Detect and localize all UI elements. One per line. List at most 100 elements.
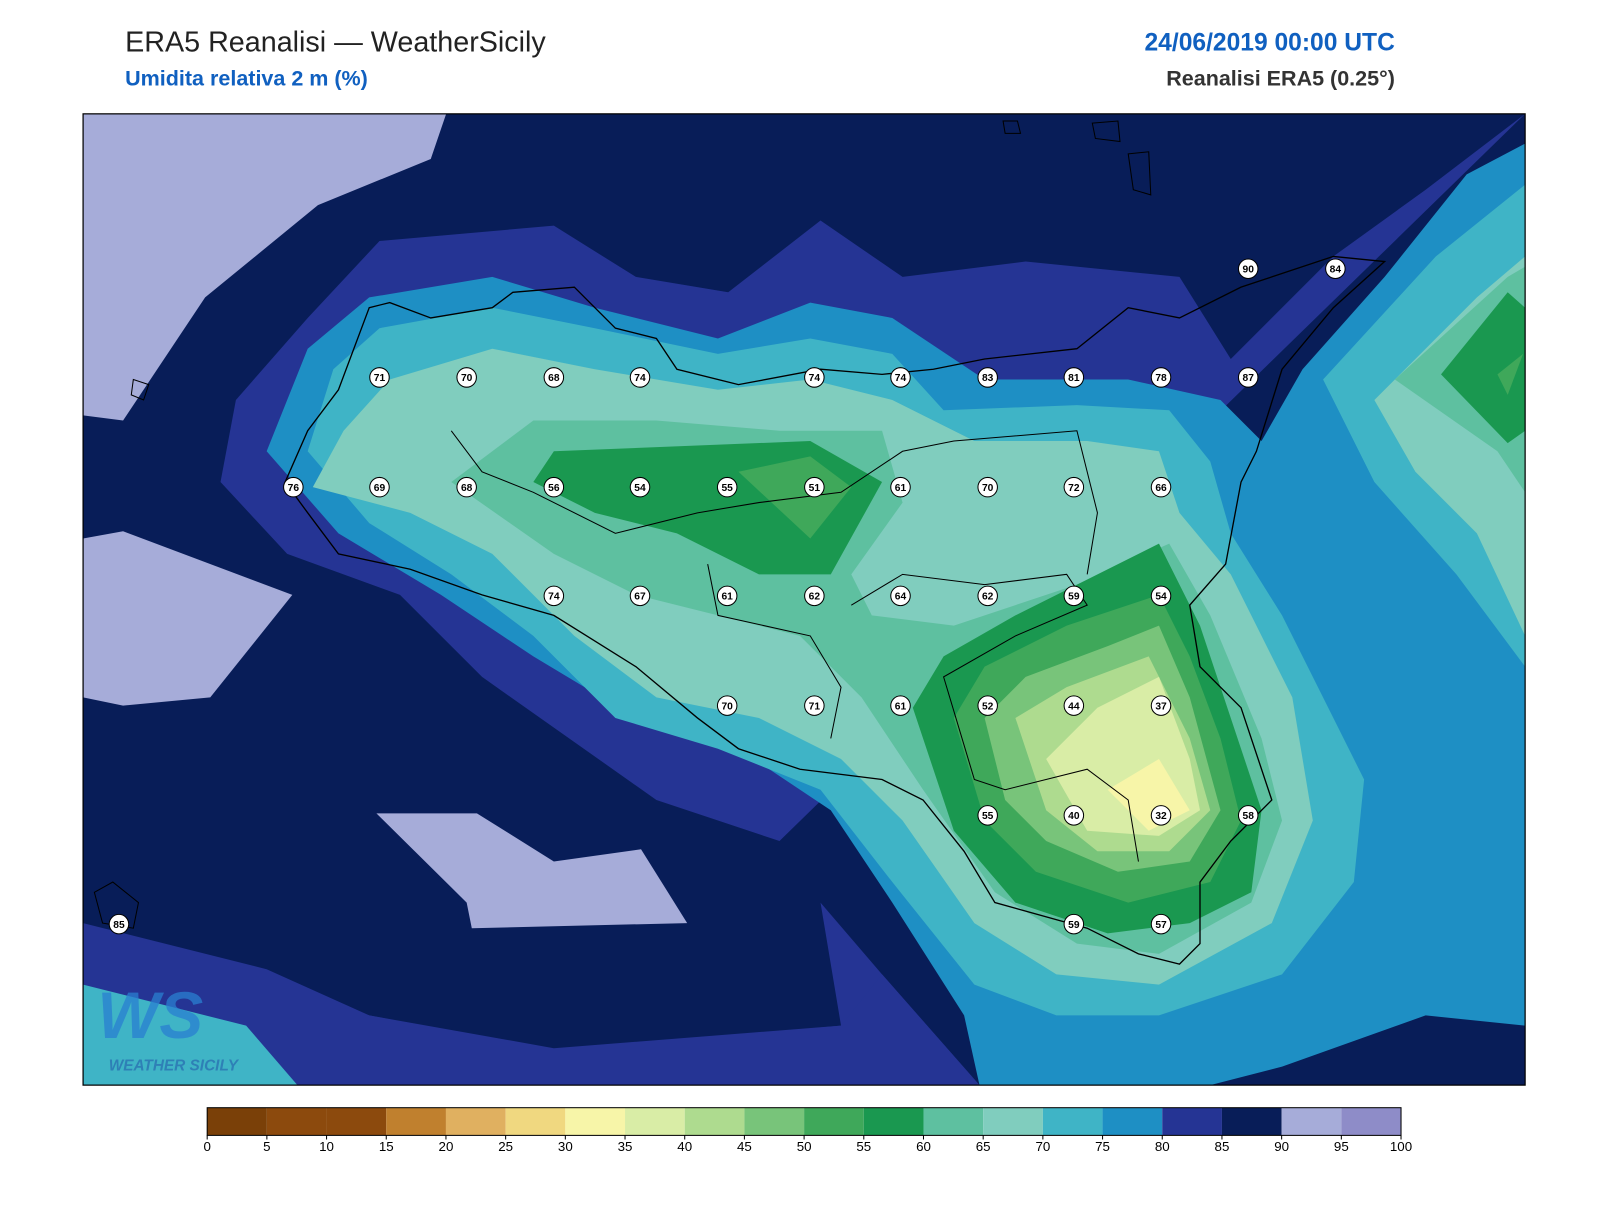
colorbar-tick-label: 40 [677, 1139, 692, 1154]
station-value: 54 [634, 483, 646, 494]
station-value: 74 [634, 373, 646, 384]
station-marker [977, 585, 998, 607]
station-value: 57 [1155, 920, 1167, 931]
station-marker [1325, 258, 1346, 279]
station-marker [1237, 367, 1259, 388]
station-marker [716, 476, 738, 498]
station-value: 56 [548, 483, 560, 494]
colorbar-bin [266, 1107, 327, 1136]
station-marker [1237, 805, 1259, 826]
station-value: 74 [895, 373, 907, 384]
station-value: 40 [1068, 811, 1080, 822]
colorbar-bin [1102, 1107, 1163, 1136]
stations: 90 84 71 70 68 74 74 74 83 81 78 87 76 69 68 56 54 55 51 61… [108, 258, 1346, 935]
colorbar-bin [863, 1107, 924, 1136]
station-value: 59 [1068, 920, 1080, 931]
colorbar-tick-label: 80 [1155, 1139, 1170, 1154]
station-value: 72 [1068, 483, 1080, 494]
logo: WS WEATHER SICILY [97, 979, 239, 1075]
station-marker [804, 695, 825, 716]
station-marker [369, 367, 390, 388]
station-value: 78 [1155, 373, 1167, 384]
station-value: 70 [721, 701, 733, 712]
station-value: 74 [809, 373, 821, 384]
station-marker [1063, 476, 1085, 498]
station-marker [283, 476, 304, 498]
map-frame [82, 113, 1526, 1086]
colorbar-bin [1281, 1107, 1342, 1136]
station-marker [1063, 695, 1085, 716]
station-value: 90 [1243, 264, 1255, 275]
station-marker [977, 367, 998, 388]
station-value: 68 [461, 483, 473, 494]
source: Reanalisi ERA5 (0.25°) [1166, 67, 1395, 91]
colorbar-tick-label: 50 [797, 1139, 812, 1154]
colorbar-bin [1341, 1107, 1402, 1136]
logo-text: WEATHER SICILY [109, 1058, 240, 1075]
station-marker [456, 476, 477, 498]
station-value: 61 [721, 592, 733, 603]
colorbar-tick-label: 55 [856, 1139, 871, 1154]
station-marker [543, 367, 565, 388]
colorbar-bin [1042, 1107, 1103, 1136]
station-value: 58 [1243, 811, 1255, 822]
station-marker [1150, 913, 1172, 935]
station-marker [1063, 585, 1085, 607]
station-value: 71 [809, 701, 821, 712]
station-marker [1063, 805, 1085, 826]
station-value: 59 [1068, 592, 1080, 603]
colorbar-tick-label: 35 [618, 1139, 633, 1154]
colorbar-bin [744, 1107, 805, 1136]
colorbar-bin [983, 1107, 1043, 1136]
station-marker [1150, 476, 1172, 498]
station-marker [108, 913, 130, 935]
colorbar-tick-label: 45 [737, 1139, 752, 1154]
map-field [83, 113, 1526, 1086]
station-marker [1063, 913, 1085, 935]
station-value: 62 [982, 592, 994, 603]
station-marker [1063, 367, 1085, 388]
station-marker [804, 585, 825, 607]
station-marker [716, 585, 738, 607]
station-marker [890, 476, 911, 498]
colorbar-bin [684, 1107, 745, 1136]
station-marker [977, 695, 998, 716]
colorbar-tick-label: 0 [203, 1139, 210, 1154]
station-value: 37 [1155, 701, 1167, 712]
station-marker [369, 476, 390, 498]
station-marker [1150, 805, 1172, 826]
station-marker [629, 367, 651, 388]
station-value: 69 [374, 483, 386, 494]
station-value: 66 [1155, 483, 1167, 494]
station-value: 70 [461, 373, 473, 384]
colorbar-bin [326, 1107, 387, 1136]
colorbar-tick-label: 10 [319, 1139, 334, 1154]
station-marker [804, 476, 825, 498]
station-value: 54 [1155, 592, 1167, 603]
station-value: 52 [982, 701, 994, 712]
colorbar-tick-label: 60 [916, 1139, 931, 1154]
colorbar-tick-label: 90 [1274, 1139, 1289, 1154]
station-value: 68 [548, 373, 560, 384]
colorbar-tick-label: 65 [976, 1139, 991, 1154]
colorbar: 0 5 10 15 20 25 30 35 40 45 50 55 60 65 70 75 80 85 90 95 10… [203, 1107, 1412, 1154]
station-value: 87 [1243, 373, 1255, 384]
station-marker [804, 367, 825, 388]
station-marker [977, 476, 998, 498]
station-marker [1237, 258, 1259, 279]
colorbar-tick-label: 75 [1095, 1139, 1110, 1154]
station-marker [977, 805, 998, 826]
station-value: 55 [982, 811, 994, 822]
colorbar-bin [804, 1107, 864, 1136]
station-marker [629, 585, 651, 607]
colorbar-bin [505, 1107, 566, 1136]
title: ERA5 Reanalisi — WeatherSicily [125, 27, 546, 59]
colorbar-bin [1221, 1107, 1282, 1136]
colorbar-tick-label: 5 [263, 1139, 270, 1154]
station-value: 84 [1330, 264, 1342, 275]
colorbar-bin [923, 1107, 984, 1136]
station-marker [890, 695, 911, 716]
station-value: 61 [895, 701, 907, 712]
station-marker [716, 695, 738, 716]
logo-mark: WS [97, 979, 203, 1052]
